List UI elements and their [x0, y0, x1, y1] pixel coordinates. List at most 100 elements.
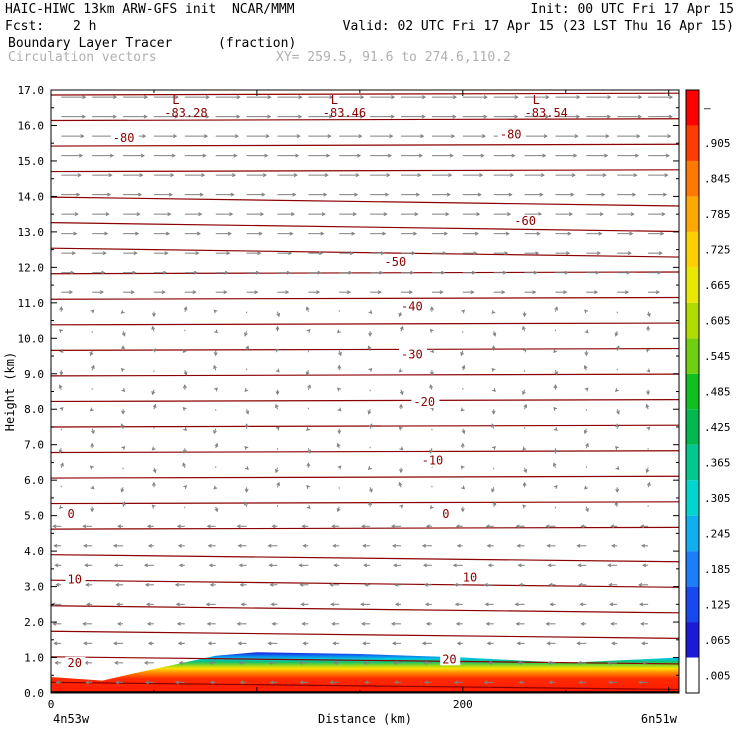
- contour-label: -60: [514, 214, 536, 228]
- wind-vector: [555, 231, 572, 236]
- wind-vector: [89, 465, 94, 470]
- wind-vector: [522, 311, 527, 318]
- wind-vector: [92, 251, 107, 256]
- wind-vector: [143, 660, 154, 665]
- wind-vector: [89, 350, 94, 357]
- wind-vector: [614, 331, 619, 337]
- wind-vector: [586, 134, 610, 139]
- wind-vector: [401, 95, 427, 100]
- wind-vector: [555, 134, 579, 139]
- wind-vector: [82, 524, 93, 529]
- wind-vector: [114, 563, 124, 568]
- wind-vector: [151, 389, 156, 396]
- wind-vector: [123, 270, 137, 275]
- colorbar-frame: [685, 89, 700, 694]
- low-value: -83.46: [323, 106, 366, 120]
- wind-vector: [152, 467, 157, 474]
- wind-vector: [364, 680, 371, 685]
- wind-vector: [246, 153, 269, 158]
- wind-vector: [493, 251, 509, 256]
- wind-vector: [89, 407, 94, 412]
- wind-vector: [59, 370, 64, 376]
- wind-vector: [461, 428, 466, 435]
- wind-vector: [462, 290, 475, 295]
- wind-vector: [215, 270, 229, 275]
- wind-vector: [361, 621, 371, 626]
- wind-vector: [646, 325, 651, 332]
- wind-vector: [246, 134, 270, 139]
- wind-vector: [153, 290, 166, 295]
- wind-vector: [586, 173, 607, 178]
- wind-vector: [429, 370, 434, 376]
- wind-vector: [336, 506, 341, 513]
- wind-vector: [493, 114, 519, 119]
- wind-vector: [144, 680, 154, 685]
- wind-vector: [332, 543, 340, 548]
- wind-vector: [298, 563, 309, 568]
- wind-vector: [615, 466, 620, 470]
- wind-vector: [277, 95, 303, 100]
- wind-vector: [555, 153, 578, 158]
- wind-vector: [275, 368, 280, 373]
- wind-vector: [522, 389, 526, 396]
- low-marker: L: [331, 93, 338, 107]
- wind-vector: [117, 524, 124, 529]
- colorbar-swatch: [686, 196, 699, 232]
- wind-vector: [120, 309, 125, 314]
- temperature-contour: [51, 271, 679, 275]
- wind-vector: [92, 192, 112, 197]
- colorbar-swatch: [686, 373, 699, 410]
- wind-vector: [423, 680, 432, 685]
- wind-vector: [431, 290, 444, 295]
- wind-vector: [236, 524, 247, 529]
- wind-vector: [176, 524, 185, 529]
- field-name: Boundary Layer Tracer: [8, 36, 173, 51]
- wind-vector: [362, 543, 371, 548]
- wind-vector: [578, 582, 587, 587]
- wind-vector: [617, 173, 638, 178]
- wind-vector: [215, 290, 228, 295]
- wind-vector: [123, 231, 140, 236]
- wind-vector: [151, 325, 156, 332]
- wind-vector: [214, 387, 218, 392]
- wind-vector: [58, 448, 63, 454]
- wind-vector: [152, 403, 157, 410]
- wind-vector: [491, 388, 496, 392]
- wind-vector: [607, 563, 618, 568]
- colorbar-swatch: [686, 409, 699, 445]
- terrain-line: [51, 691, 679, 693]
- wind-vector: [121, 501, 126, 507]
- wind-vector: [584, 485, 589, 490]
- wind-vector: [398, 311, 403, 318]
- wind-vector: [92, 290, 105, 295]
- wind-vector: [586, 212, 604, 217]
- wind-vector: [52, 621, 62, 626]
- wind-vector: [245, 409, 250, 415]
- wind-vector: [92, 231, 109, 236]
- temperature-contour: [51, 424, 679, 428]
- wind-vector: [370, 114, 395, 119]
- wind-vector: [177, 641, 185, 646]
- wind-vector: [617, 95, 643, 100]
- wind-vector: [431, 114, 457, 119]
- wind-vector: [245, 345, 250, 351]
- wind-vector: [401, 114, 426, 119]
- wind-vector: [390, 524, 402, 529]
- wind-vector: [308, 173, 329, 178]
- wind-vector: [90, 442, 95, 449]
- wind-vector: [144, 582, 154, 587]
- wind-vector: [183, 485, 188, 489]
- contour-label: -40: [401, 299, 423, 313]
- wind-vector: [246, 251, 262, 256]
- wind-vector: [277, 290, 290, 295]
- wind-vector: [394, 602, 402, 607]
- wind-vector: [548, 680, 556, 685]
- wind-vector: [184, 153, 207, 158]
- wind-vector: [614, 446, 619, 450]
- wind-vector: [336, 442, 341, 449]
- x-tick-label: 200: [453, 698, 473, 711]
- wind-vector: [579, 602, 587, 607]
- wind-vector: [246, 173, 268, 178]
- wind-vector: [116, 602, 124, 607]
- wind-vector: [206, 621, 216, 626]
